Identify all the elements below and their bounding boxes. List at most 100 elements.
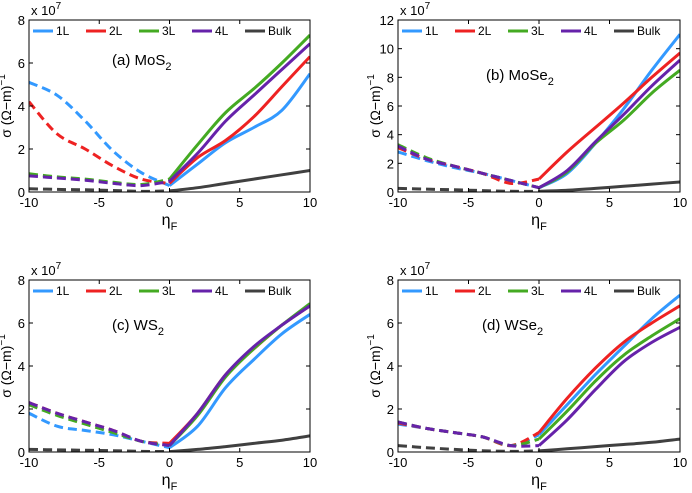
y-tick-label: 4	[18, 99, 25, 114]
x-tick-label: -5	[463, 195, 475, 210]
plot-frame	[28, 279, 311, 453]
series-line-bulk-solid	[169, 434, 310, 452]
series-group	[398, 293, 680, 452]
series-group	[398, 33, 680, 192]
y-axis-label: σ (Ω−m)−1	[366, 74, 383, 138]
x-tick-label: 0	[535, 195, 542, 210]
legend-label-bulk: Bulk	[637, 24, 661, 38]
y-tick-label: 12	[380, 13, 394, 28]
y-tick-label: 10	[380, 42, 394, 57]
x-tick-label: 0	[166, 455, 173, 470]
chart-panel: -10 -5 0 5 10 0 2 4 6 8 x 107 ηF σ (Ω−m)−1 (d) WSe2 1L…	[366, 261, 687, 493]
legend-label-2l: 2L	[478, 284, 492, 298]
legend-label-3l: 3L	[162, 284, 176, 298]
x-tick-label: 10	[673, 455, 687, 470]
x-tick-label: -10	[389, 455, 408, 470]
y-tick-label: 0	[387, 445, 394, 460]
series-line-4l-dashed	[29, 401, 170, 448]
legend-label-1l: 1L	[425, 24, 439, 38]
series-line-2l-solid	[168, 55, 310, 185]
y-tick-label: 2	[387, 156, 394, 171]
panel-title: (c) WS2	[112, 317, 164, 338]
legend-label-2l: 2L	[109, 284, 123, 298]
legend: 1L 2L 3L 4L Bulk	[402, 24, 661, 38]
x-tick-label: 10	[303, 455, 317, 470]
series-line-bulk-solid	[538, 437, 680, 452]
panel-title: (d) WSe2	[482, 317, 543, 338]
series-line-4l-solid	[168, 42, 310, 183]
x-axis-label: ηF	[531, 212, 547, 233]
legend-label-3l: 3L	[162, 24, 176, 38]
legend-label-bulk: Bulk	[268, 24, 292, 38]
x-tick-label: 5	[606, 455, 613, 470]
series-group	[29, 34, 310, 192]
y-axis-label: σ (Ω−m)−1	[0, 334, 14, 398]
y-tick-label: 2	[18, 142, 25, 157]
y-tick-label: 4	[387, 128, 394, 143]
series-line-2l-dashed	[398, 146, 540, 186]
y-tick-label: 8	[387, 273, 394, 288]
series-line-3l-dashed	[398, 143, 540, 190]
legend-label-1l: 1L	[56, 284, 70, 298]
series-line-4l-solid	[168, 304, 310, 447]
axis-multiplier: x 107	[400, 1, 431, 18]
legend: 1L 2L 3L 4L Bulk	[402, 284, 661, 298]
x-tick-label: -5	[463, 455, 475, 470]
series-line-1l-solid	[168, 72, 310, 187]
x-axis-label: ηF	[162, 472, 178, 493]
legend-label-bulk: Bulk	[637, 284, 661, 298]
axis-multiplier: x 107	[400, 261, 431, 278]
x-tick-label: -10	[20, 455, 39, 470]
x-tick-label: 5	[236, 195, 243, 210]
legend-label-1l: 1L	[425, 284, 439, 298]
y-tick-label: 0	[18, 185, 25, 200]
y-axis-label: σ (Ω−m)−1	[0, 74, 14, 138]
panel-title: (b) MoSe2	[486, 67, 554, 88]
legend-label-bulk: Bulk	[268, 284, 292, 298]
legend-label-4l: 4L	[584, 24, 598, 38]
axis-multiplier: x 107	[31, 261, 62, 278]
legend-label-1l: 1L	[56, 24, 70, 38]
x-axis-label: ηF	[162, 212, 178, 233]
y-tick-label: 8	[387, 70, 394, 85]
y-tick-label: 4	[18, 359, 25, 374]
y-tick-label: 0	[387, 185, 394, 200]
legend-label-4l: 4L	[215, 284, 229, 298]
y-tick-label: 8	[18, 13, 25, 28]
axis-multiplier: x 107	[31, 1, 62, 18]
x-axis-label: ηF	[531, 472, 547, 493]
x-tick-label: 10	[673, 195, 687, 210]
y-tick-label: 6	[18, 316, 25, 331]
x-tick-label: -10	[389, 195, 408, 210]
x-tick-label: 0	[166, 195, 173, 210]
y-tick-label: 6	[18, 56, 25, 71]
y-tick-label: 6	[387, 316, 394, 331]
series-line-2l-dashed	[29, 100, 170, 185]
legend-label-2l: 2L	[109, 24, 123, 38]
y-tick-label: 2	[387, 402, 394, 417]
series-line-2l-dashed	[29, 401, 170, 445]
series-line-1l-solid	[168, 313, 310, 449]
y-axis-label: σ (Ω−m)−1	[366, 334, 383, 398]
y-tick-label: 0	[18, 445, 25, 460]
chart-panel: -10 -5 0 5 10 0 2 4 6 8 x 107 ηF σ (Ω−m)−1 (c) WS2 1L 2…	[0, 261, 317, 493]
x-tick-label: 0	[535, 455, 542, 470]
series-line-bulk-solid	[538, 180, 680, 192]
legend-label-4l: 4L	[584, 284, 598, 298]
series-line-1l-solid	[538, 33, 680, 190]
legend-label-3l: 3L	[531, 284, 545, 298]
legend: 1L 2L 3L 4L Bulk	[33, 284, 292, 298]
y-tick-label: 2	[18, 402, 25, 417]
series-line-4l-dashed	[29, 174, 170, 188]
series-line-4l-dashed	[398, 420, 540, 448]
x-tick-label: 10	[303, 195, 317, 210]
series-line-bulk-solid	[169, 169, 310, 192]
x-tick-label: 5	[236, 455, 243, 470]
legend-label-2l: 2L	[478, 24, 492, 38]
y-tick-label: 8	[18, 273, 25, 288]
series-line-3l-dashed	[29, 403, 170, 448]
series-line-4l-solid	[538, 58, 680, 189]
series-line-2l-solid	[537, 304, 680, 434]
series-group	[29, 302, 310, 452]
